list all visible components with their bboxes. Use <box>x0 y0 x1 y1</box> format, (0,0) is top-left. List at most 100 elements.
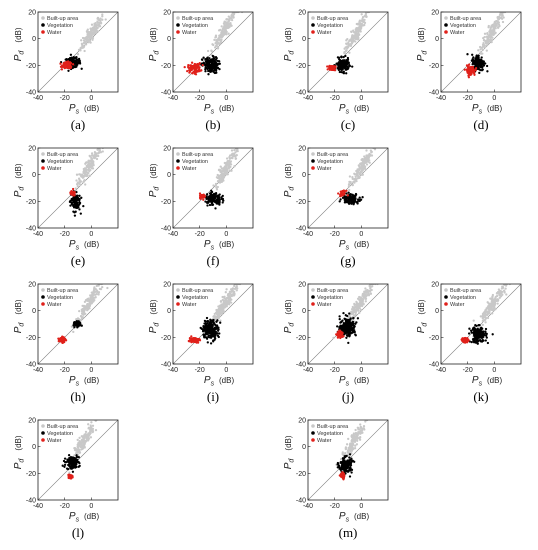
built-up-point <box>104 18 107 21</box>
built-up-point <box>498 296 501 299</box>
vegetation-point <box>71 59 75 62</box>
built-up-point <box>231 14 235 18</box>
x-axis-symbol: P <box>69 103 76 114</box>
x-axis-label: Ps <box>204 239 215 252</box>
vegetation-point <box>491 333 494 336</box>
vegetation-point <box>470 331 473 334</box>
built-up-point <box>483 32 487 35</box>
vegetation-point <box>204 200 207 203</box>
vegetation-point <box>208 203 212 207</box>
built-up-point <box>349 38 352 41</box>
built-up-point <box>360 162 364 165</box>
built-up-point <box>479 51 482 54</box>
built-up-point <box>219 165 222 168</box>
built-up-legend-marker <box>41 288 45 292</box>
built-up-point <box>362 167 365 171</box>
built-up-point <box>218 175 221 178</box>
y-tick-label: 20 <box>298 282 306 289</box>
vegetation-point <box>341 59 345 62</box>
legend-entry: Water <box>47 166 62 172</box>
water-point <box>188 336 192 340</box>
vegetation-point <box>213 57 216 60</box>
x-axis-subscript: s <box>479 109 483 116</box>
built-up-point <box>348 51 351 54</box>
built-up-point <box>225 170 229 173</box>
legend-entry: Vegetation <box>317 159 343 165</box>
vegetation-point <box>75 465 78 469</box>
built-up-point <box>356 23 360 26</box>
x-axis-label: Ps <box>69 239 80 252</box>
water-point <box>337 330 340 333</box>
water-point <box>198 337 201 341</box>
vegetation-point <box>349 192 352 196</box>
x-axis-unit: (dB) <box>219 376 234 385</box>
vegetation-point <box>351 65 354 68</box>
built-up-point <box>496 302 499 305</box>
built-up-point <box>360 173 363 176</box>
built-up-point <box>497 288 501 291</box>
y-axis-subscript: d <box>19 458 26 463</box>
water-point <box>469 73 473 76</box>
built-up-point <box>483 310 486 314</box>
plot-frame <box>440 11 522 93</box>
vegetation-point <box>350 202 353 205</box>
vegetation-point <box>209 70 212 73</box>
vegetation-point <box>477 331 480 334</box>
vegetation-point <box>340 55 343 59</box>
point-layer <box>441 12 521 92</box>
vegetation-point <box>473 329 476 333</box>
y-axis-unit: (dB) <box>417 299 426 314</box>
vegetation-point <box>205 325 208 328</box>
built-up-point <box>359 308 363 312</box>
built-up-point <box>89 436 93 439</box>
y-tick-label: 0 <box>435 308 439 315</box>
vegetation-point <box>73 463 77 467</box>
legend-entry: Water <box>182 166 197 172</box>
built-up-point <box>365 163 369 166</box>
y-axis-subscript: d <box>19 322 26 327</box>
panel-label: (j) <box>342 389 354 404</box>
y-axis-symbol: P <box>283 326 294 333</box>
vegetation-point <box>338 317 341 321</box>
built-up-point <box>79 315 83 318</box>
built-up-point <box>487 26 490 29</box>
built-up-point <box>367 293 370 296</box>
x-tick-label: 0 <box>89 231 93 238</box>
water-point <box>193 63 196 66</box>
vegetation-point <box>352 331 355 334</box>
built-up-legend-marker <box>176 152 180 156</box>
vegetation-point <box>474 62 477 66</box>
vegetation-point <box>477 333 480 336</box>
x-axis-unit: (dB) <box>219 104 234 113</box>
vegetation-point <box>206 60 209 64</box>
built-up-point <box>90 299 93 303</box>
x-tick-label: -20 <box>330 367 340 374</box>
vegetation-point <box>214 207 217 210</box>
built-up-point <box>486 32 489 35</box>
vegetation-point <box>215 320 218 323</box>
vegetation-point <box>339 198 342 201</box>
y-axis-subscript: d <box>154 186 161 191</box>
built-up-point <box>236 287 239 290</box>
y-tick-label: 0 <box>435 36 439 43</box>
built-up-point <box>494 31 497 34</box>
built-up-point <box>364 160 367 163</box>
y-axis-symbol: P <box>148 326 159 333</box>
built-up-legend-marker <box>311 152 315 156</box>
y-tick-label: -40 <box>26 90 36 97</box>
built-up-point <box>85 40 88 43</box>
x-axis-unit: (dB) <box>487 104 502 113</box>
built-up-point <box>477 49 480 52</box>
vegetation-point <box>82 204 85 208</box>
built-up-point <box>74 187 77 190</box>
point-layer <box>308 12 388 92</box>
built-up-point <box>225 299 228 303</box>
built-up-point <box>75 452 78 455</box>
y-tick-label: 0 <box>32 444 36 451</box>
y-axis-symbol: P <box>283 190 294 197</box>
y-axis-unit: (dB) <box>14 435 23 450</box>
water-point <box>196 62 199 66</box>
